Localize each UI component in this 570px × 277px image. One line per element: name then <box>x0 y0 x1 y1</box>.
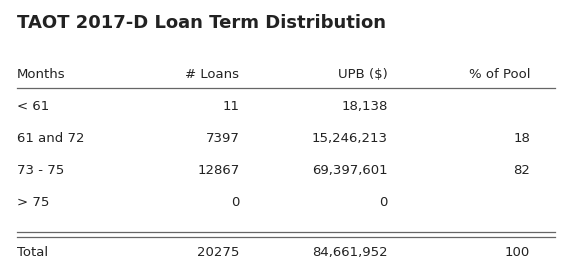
Text: 69,397,601: 69,397,601 <box>312 164 388 177</box>
Text: 12867: 12867 <box>197 164 239 177</box>
Text: > 75: > 75 <box>17 196 50 209</box>
Text: % of Pool: % of Pool <box>469 68 530 81</box>
Text: # Loans: # Loans <box>185 68 239 81</box>
Text: 82: 82 <box>513 164 530 177</box>
Text: 0: 0 <box>231 196 239 209</box>
Text: 61 and 72: 61 and 72 <box>17 132 84 145</box>
Text: 15,246,213: 15,246,213 <box>312 132 388 145</box>
Text: 7397: 7397 <box>206 132 239 145</box>
Text: 20275: 20275 <box>197 246 239 259</box>
Text: 73 - 75: 73 - 75 <box>17 164 64 177</box>
Text: 18,138: 18,138 <box>341 100 388 113</box>
Text: 100: 100 <box>505 246 530 259</box>
Text: < 61: < 61 <box>17 100 50 113</box>
Text: Months: Months <box>17 68 66 81</box>
Text: 18: 18 <box>513 132 530 145</box>
Text: Total: Total <box>17 246 48 259</box>
Text: TAOT 2017-D Loan Term Distribution: TAOT 2017-D Loan Term Distribution <box>17 14 386 32</box>
Text: 0: 0 <box>379 196 388 209</box>
Text: 11: 11 <box>222 100 239 113</box>
Text: 84,661,952: 84,661,952 <box>312 246 388 259</box>
Text: UPB ($): UPB ($) <box>338 68 388 81</box>
